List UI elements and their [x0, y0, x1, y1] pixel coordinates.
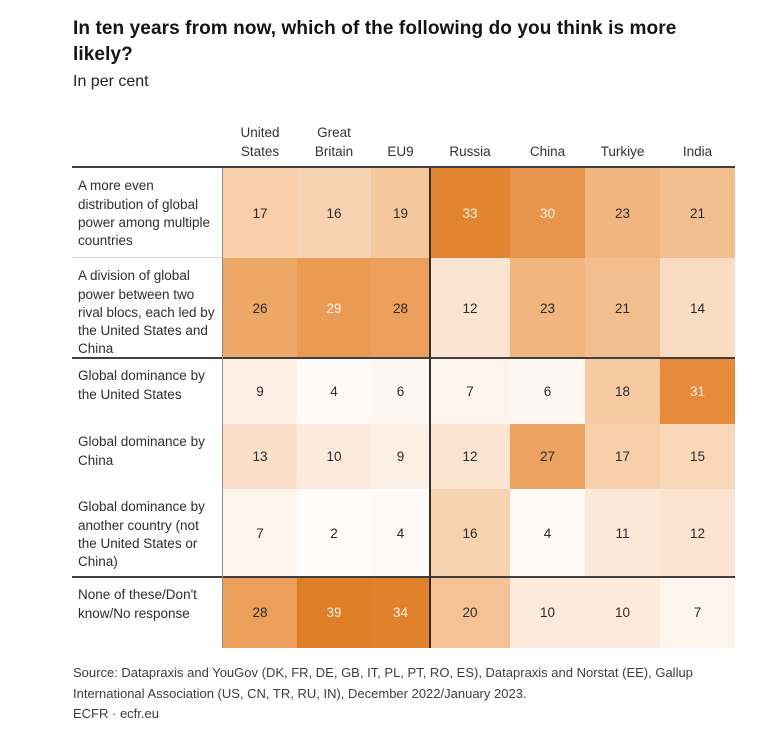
column-header-2: Great Britain: [314, 124, 354, 159]
row-label-4: Global dominance by China: [72, 424, 223, 490]
heatmap-cell: 2: [297, 489, 371, 578]
column-header-3: EU9: [387, 143, 414, 159]
heatmap-cell: 33: [430, 168, 510, 259]
heatmap-table: United States Great Britain EU9 Russia China…: [72, 120, 735, 649]
column-header-5: China: [529, 143, 566, 159]
row-label-5: Global dominance by another country (not…: [72, 489, 223, 578]
heatmap-cell: 10: [297, 424, 371, 490]
heatmap-cell: 14: [660, 258, 735, 359]
source-text: Source: Datapraxis and YouGov (DK, FR, D…: [73, 665, 693, 701]
column-header-7: India: [682, 143, 713, 159]
heatmap-grid: United States Great Britain EU9 Russia China…: [72, 120, 735, 649]
heatmap-cell: 16: [297, 168, 371, 259]
heatmap-cell: 12: [660, 489, 735, 578]
credit-text: ECFR · ecfr.eu: [73, 705, 159, 721]
heatmap-cell: 9: [223, 358, 297, 425]
heatmap-cell: 23: [510, 258, 585, 359]
row-label-1: A more even distribution of global power…: [72, 168, 223, 259]
heatmap-cell: 28: [223, 577, 297, 649]
heatmap-cell: 17: [223, 168, 297, 259]
column-header-1: United States: [240, 124, 280, 159]
column-header-4: Russia: [449, 143, 491, 159]
heatmap-cell: 18: [585, 358, 660, 425]
heatmap-cell: 30: [510, 168, 585, 259]
heatmap-cell: 12: [430, 258, 510, 359]
heatmap-cell: 7: [660, 577, 735, 649]
heatmap-cell: 21: [660, 168, 735, 259]
heatmap-cell: 26: [223, 258, 297, 359]
heatmap-cell: 10: [585, 577, 660, 649]
chart-subtitle: In per cent: [73, 73, 149, 91]
table-corner: [72, 120, 223, 168]
row-label-2: A division of global power between two r…: [72, 258, 223, 359]
heatmap-cell: 34: [371, 577, 430, 649]
heatmap-cell: 7: [430, 358, 510, 425]
heatmap-cell: 39: [297, 577, 371, 649]
heatmap-cell: 28: [371, 258, 430, 359]
heatmap-cell: 10: [510, 577, 585, 649]
heatmap-cell: 6: [371, 358, 430, 425]
heatmap-cell: 4: [297, 358, 371, 425]
column-header-6: Turkiye: [600, 143, 645, 159]
heatmap-cell: 29: [297, 258, 371, 359]
heatmap-cell: 4: [510, 489, 585, 578]
heatmap-cell: 23: [585, 168, 660, 259]
heatmap-cell: 4: [371, 489, 430, 578]
heatmap-cell: 31: [660, 358, 735, 425]
heatmap-cell: 11: [585, 489, 660, 578]
heatmap-cell: 15: [660, 424, 735, 490]
heatmap-cell: 17: [585, 424, 660, 490]
heatmap-cell: 21: [585, 258, 660, 359]
heatmap-cell: 12: [430, 424, 510, 490]
heatmap-cell: 16: [430, 489, 510, 578]
chart-title: In ten years from now, which of the foll…: [73, 18, 677, 66]
heatmap-cell: 27: [510, 424, 585, 490]
row-label-3: Global dominance by the United States: [72, 358, 223, 425]
heatmap-cell: 6: [510, 358, 585, 425]
heatmap-cell: 13: [223, 424, 297, 490]
heatmap-cell: 20: [430, 577, 510, 649]
heatmap-cell: 9: [371, 424, 430, 490]
heatmap-cell: 19: [371, 168, 430, 259]
source-note: Source: Datapraxis and YouGov (DK, FR, D…: [73, 663, 721, 723]
row-label-6: None of these/Don't know/No response: [72, 577, 223, 649]
heatmap-cell: 7: [223, 489, 297, 578]
